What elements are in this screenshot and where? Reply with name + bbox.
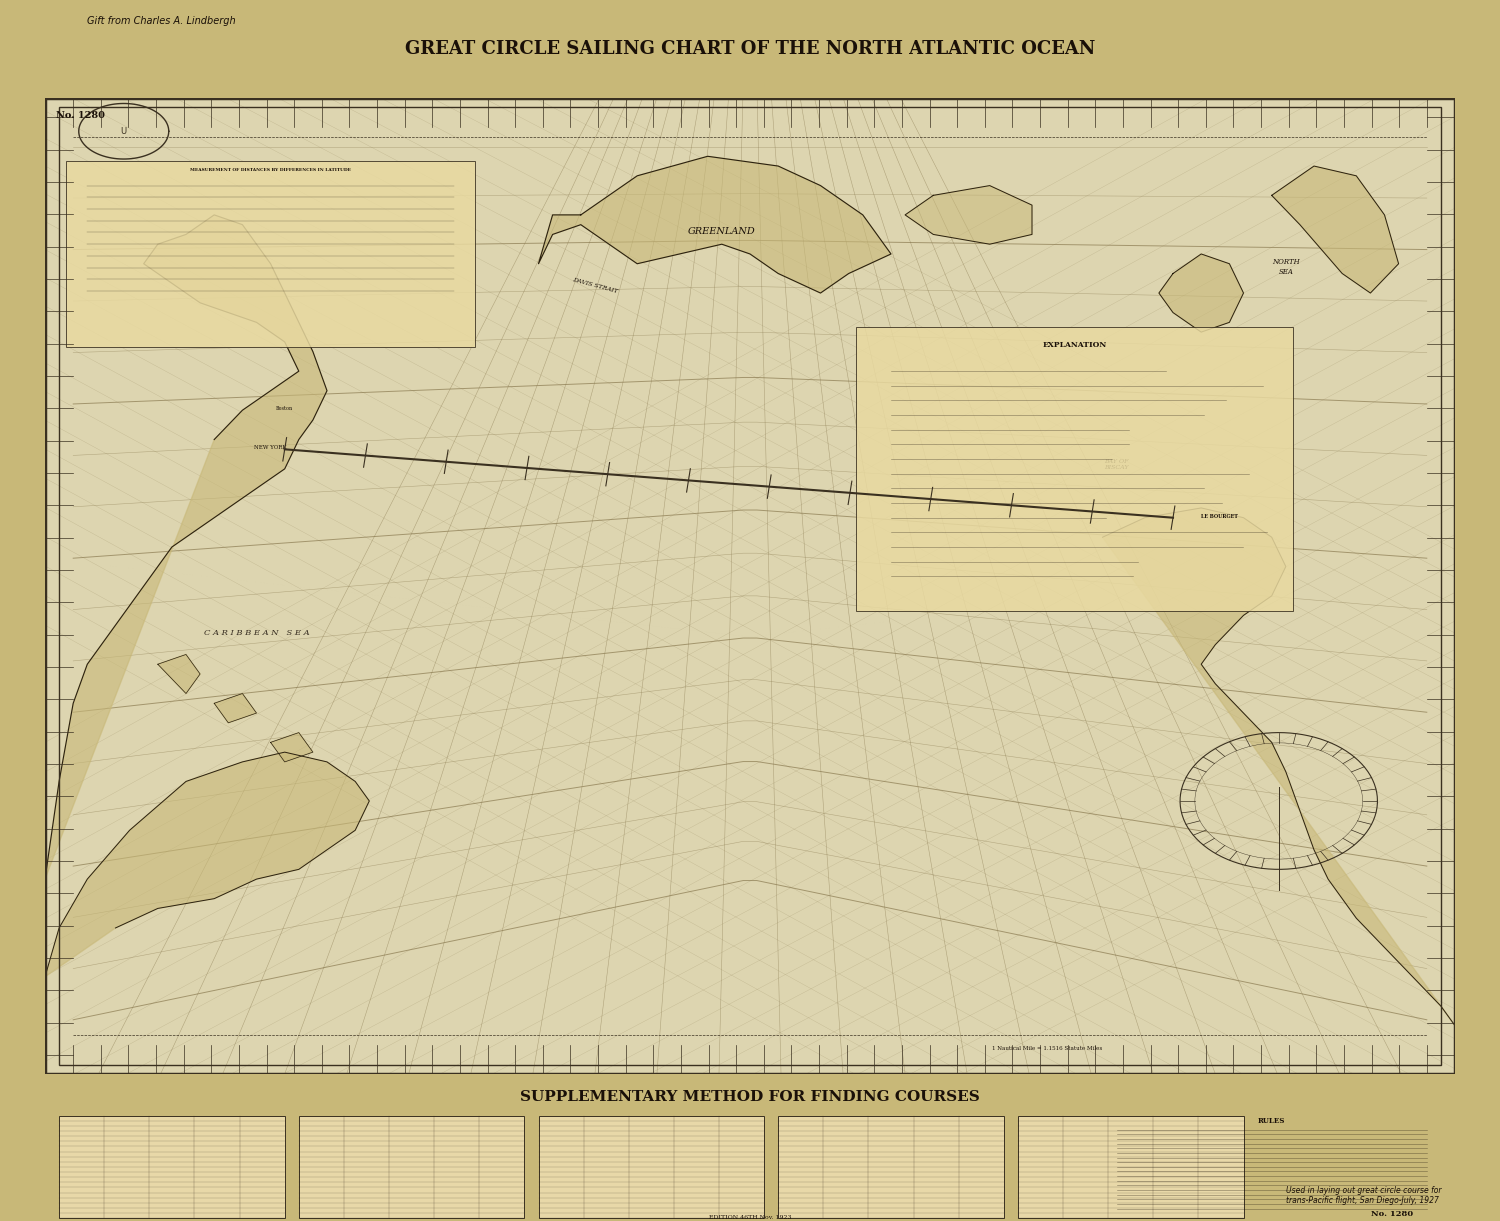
Polygon shape bbox=[538, 156, 891, 293]
Polygon shape bbox=[270, 733, 314, 762]
Text: LE BOURGET: LE BOURGET bbox=[1202, 514, 1237, 519]
Polygon shape bbox=[45, 215, 327, 1074]
Text: EDITION 46TH Nov. 1923: EDITION 46TH Nov. 1923 bbox=[708, 1215, 792, 1220]
Polygon shape bbox=[1272, 166, 1398, 293]
Text: No. 1280: No. 1280 bbox=[57, 111, 105, 120]
Text: NORTH
SEA: NORTH SEA bbox=[1272, 259, 1299, 276]
Text: Gift from Charles A. Lindbergh: Gift from Charles A. Lindbergh bbox=[87, 16, 236, 26]
Polygon shape bbox=[158, 654, 200, 694]
Text: DAVIS STRAIT: DAVIS STRAIT bbox=[572, 277, 618, 294]
Text: NEW YORK: NEW YORK bbox=[255, 446, 286, 451]
Bar bbox=[58, 1116, 285, 1219]
Text: GREAT CIRCLE SAILING CHART OF THE NORTH ATLANTIC OCEAN: GREAT CIRCLE SAILING CHART OF THE NORTH … bbox=[405, 40, 1095, 57]
Bar bbox=[778, 1116, 1004, 1219]
FancyBboxPatch shape bbox=[45, 98, 1455, 1074]
Polygon shape bbox=[214, 694, 256, 723]
Polygon shape bbox=[904, 186, 1032, 244]
FancyBboxPatch shape bbox=[855, 327, 1293, 610]
Text: Boston: Boston bbox=[276, 407, 294, 411]
Bar bbox=[1019, 1116, 1244, 1219]
Text: EXPLANATION: EXPLANATION bbox=[1042, 341, 1107, 349]
Text: 1 Nautical Mile = 1.1516 Statute Miles: 1 Nautical Mile = 1.1516 Statute Miles bbox=[993, 1046, 1102, 1051]
Text: No. 1280: No. 1280 bbox=[1371, 1210, 1413, 1219]
Text: RULES: RULES bbox=[1258, 1117, 1286, 1125]
Bar bbox=[298, 1116, 525, 1219]
Polygon shape bbox=[45, 752, 369, 1074]
Text: MEASUREMENT OF DISTANCES BY DIFFERENCES IN LATITUDE: MEASUREMENT OF DISTANCES BY DIFFERENCES … bbox=[190, 168, 351, 172]
Text: C A R I B B E A N   S E A: C A R I B B E A N S E A bbox=[204, 629, 309, 637]
Text: GREENLAND: GREENLAND bbox=[688, 227, 756, 237]
FancyBboxPatch shape bbox=[66, 161, 476, 347]
Text: SUPPLEMENTARY METHOD FOR FINDING COURSES: SUPPLEMENTARY METHOD FOR FINDING COURSES bbox=[520, 1090, 980, 1105]
Text: Used in laying out great circle course for
trans-Pacific flight, San Diego-July,: Used in laying out great circle course f… bbox=[1286, 1186, 1442, 1205]
Polygon shape bbox=[1160, 254, 1244, 332]
Bar bbox=[538, 1116, 764, 1219]
Text: BAY OF
BISCAY: BAY OF BISCAY bbox=[1104, 459, 1130, 470]
Text: U: U bbox=[120, 127, 128, 136]
Polygon shape bbox=[1102, 508, 1455, 1074]
